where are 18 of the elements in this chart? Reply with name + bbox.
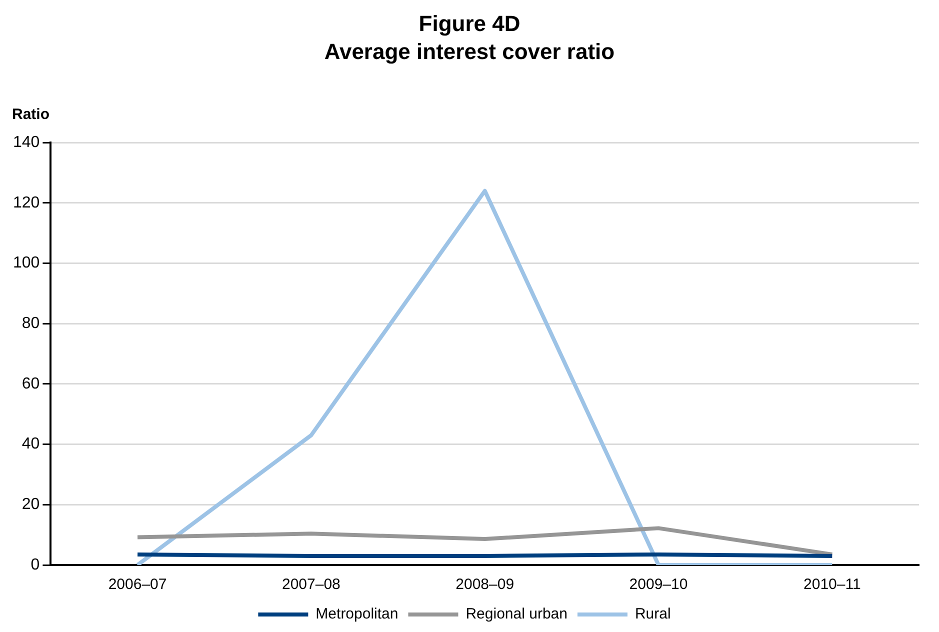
y-tick-label: 100 xyxy=(12,254,40,272)
x-tick-label: 2009–10 xyxy=(629,576,688,594)
legend-label: Metropolitan xyxy=(316,606,398,623)
y-tick-label: 80 xyxy=(22,315,40,332)
legend-label: Regional urban xyxy=(466,606,568,623)
y-tick-label: 0 xyxy=(30,556,40,574)
y-axis-title: Ratio xyxy=(12,106,50,123)
y-tick-label: 20 xyxy=(22,496,40,514)
y-tick-label: 40 xyxy=(22,436,40,453)
x-tick-label: 2007–08 xyxy=(282,576,340,594)
y-tick-label: 140 xyxy=(12,134,40,152)
chart-title: Figure 4D Average interest cover ratio xyxy=(323,10,616,66)
x-tick-label: 2010–11 xyxy=(804,576,861,594)
legend-label: Rural xyxy=(634,606,671,623)
y-tick-label: 60 xyxy=(22,375,40,392)
x-tick-label: 2008–09 xyxy=(456,576,514,594)
y-tick-label: 120 xyxy=(12,194,40,212)
x-tick-label: 2006–07 xyxy=(108,576,167,594)
